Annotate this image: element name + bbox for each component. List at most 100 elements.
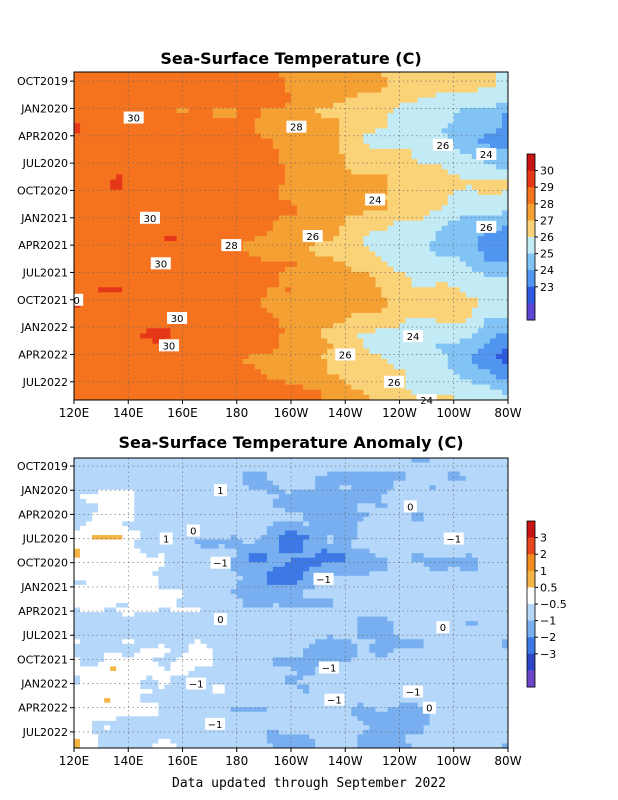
heatmap-cell bbox=[351, 287, 358, 293]
heatmap-cell bbox=[435, 328, 443, 334]
heatmap-cell bbox=[477, 467, 485, 473]
heatmap-cell bbox=[128, 205, 135, 211]
heatmap-cell bbox=[381, 143, 389, 150]
heatmap-cell bbox=[495, 333, 503, 340]
heatmap-cell bbox=[128, 97, 135, 104]
heatmap-cell bbox=[116, 241, 123, 247]
heatmap-cell bbox=[128, 297, 135, 304]
heatmap-cell bbox=[242, 138, 250, 145]
heatmap-cell bbox=[236, 189, 244, 196]
heatmap-cell bbox=[471, 82, 479, 88]
heatmap-cell bbox=[164, 369, 172, 375]
contour-label-text: 26 bbox=[437, 141, 450, 152]
heatmap-cell bbox=[152, 87, 159, 94]
heatmap-cell bbox=[327, 184, 334, 191]
heatmap-cell bbox=[363, 338, 370, 345]
heatmap-cell bbox=[369, 184, 376, 191]
heatmap-cell bbox=[242, 113, 250, 119]
heatmap-cell bbox=[254, 287, 262, 293]
heatmap-cell bbox=[248, 353, 256, 360]
heatmap-cell bbox=[459, 384, 467, 391]
heatmap-cell bbox=[116, 179, 123, 186]
heatmap-cell bbox=[128, 164, 135, 170]
heatmap-cell bbox=[447, 292, 455, 299]
heatmap-cell bbox=[146, 266, 153, 273]
heatmap-cell bbox=[212, 113, 220, 119]
heatmap-cell bbox=[170, 282, 178, 288]
heatmap-cell bbox=[483, 462, 491, 468]
heatmap-cell bbox=[134, 394, 141, 400]
heatmap-cell bbox=[309, 97, 316, 104]
heatmap-cell bbox=[152, 333, 159, 340]
heatmap-cell bbox=[303, 107, 310, 114]
heatmap-cell bbox=[363, 205, 370, 211]
heatmap-cell bbox=[116, 379, 123, 386]
heatmap-cell bbox=[134, 251, 141, 258]
heatmap-cell bbox=[242, 318, 250, 324]
heatmap-cell bbox=[158, 389, 166, 396]
heatmap-cell bbox=[80, 184, 87, 191]
heatmap-cell bbox=[315, 389, 322, 396]
heatmap-cell bbox=[375, 241, 383, 247]
heatmap-cell bbox=[218, 389, 226, 396]
heatmap-cell bbox=[224, 154, 232, 160]
heatmap-cell bbox=[363, 143, 370, 150]
contour-label-bg bbox=[476, 148, 497, 160]
heatmap-cell bbox=[417, 353, 425, 360]
heatmap-cell bbox=[134, 343, 141, 350]
heatmap-cell bbox=[134, 107, 141, 114]
heatmap-cell bbox=[309, 467, 316, 473]
heatmap-cell bbox=[260, 82, 268, 88]
heatmap-cell bbox=[284, 195, 292, 201]
heatmap-cell bbox=[429, 184, 437, 191]
heatmap-cell bbox=[242, 133, 250, 140]
heatmap-cell bbox=[315, 467, 322, 473]
heatmap-cell bbox=[495, 241, 503, 247]
heatmap-cell bbox=[236, 266, 244, 273]
heatmap-cell bbox=[92, 184, 99, 191]
heatmap-cell bbox=[158, 107, 166, 114]
heatmap-cell bbox=[164, 128, 172, 135]
heatmap-cell bbox=[327, 318, 334, 324]
heatmap-cell bbox=[309, 312, 316, 319]
heatmap-cell bbox=[176, 72, 184, 78]
heatmap-cell bbox=[495, 97, 503, 104]
heatmap-cell bbox=[435, 205, 443, 211]
heatmap-cell bbox=[297, 458, 304, 464]
heatmap-cell bbox=[309, 389, 316, 396]
heatmap-cell bbox=[447, 318, 455, 324]
heatmap-cell bbox=[158, 307, 166, 314]
heatmap-cell bbox=[236, 458, 244, 464]
heatmap-cell bbox=[188, 292, 196, 299]
heatmap-cell bbox=[158, 215, 166, 222]
heatmap-cell bbox=[128, 323, 135, 329]
heatmap-cell bbox=[218, 271, 226, 278]
heatmap-cell bbox=[182, 328, 190, 334]
heatmap-cell bbox=[278, 189, 286, 196]
heatmap-cell bbox=[447, 374, 455, 381]
heatmap-cell bbox=[387, 113, 395, 119]
heatmap-cell bbox=[339, 97, 346, 104]
heatmap-cell bbox=[369, 379, 376, 386]
heatmap-cell bbox=[315, 102, 322, 109]
heatmap-cell bbox=[327, 113, 334, 119]
heatmap-cell bbox=[86, 189, 93, 196]
heatmap-cell bbox=[284, 82, 292, 88]
heatmap-cell bbox=[441, 389, 449, 396]
heatmap-cell bbox=[453, 364, 461, 370]
heatmap-cell bbox=[248, 307, 256, 314]
heatmap-cell bbox=[501, 87, 508, 94]
heatmap-cell bbox=[272, 195, 280, 201]
heatmap-cell bbox=[381, 323, 389, 329]
heatmap-cell bbox=[86, 102, 93, 109]
heatmap-cell bbox=[248, 138, 256, 145]
heatmap-cell bbox=[212, 251, 220, 258]
heatmap-cell bbox=[176, 82, 184, 88]
heatmap-cell bbox=[363, 287, 370, 293]
heatmap-cell bbox=[218, 369, 226, 375]
heatmap-cell bbox=[224, 462, 232, 468]
heatmap-cell bbox=[152, 123, 159, 129]
heatmap-cell bbox=[86, 379, 93, 386]
heatmap-cell bbox=[405, 343, 413, 350]
heatmap-cell bbox=[152, 282, 159, 288]
